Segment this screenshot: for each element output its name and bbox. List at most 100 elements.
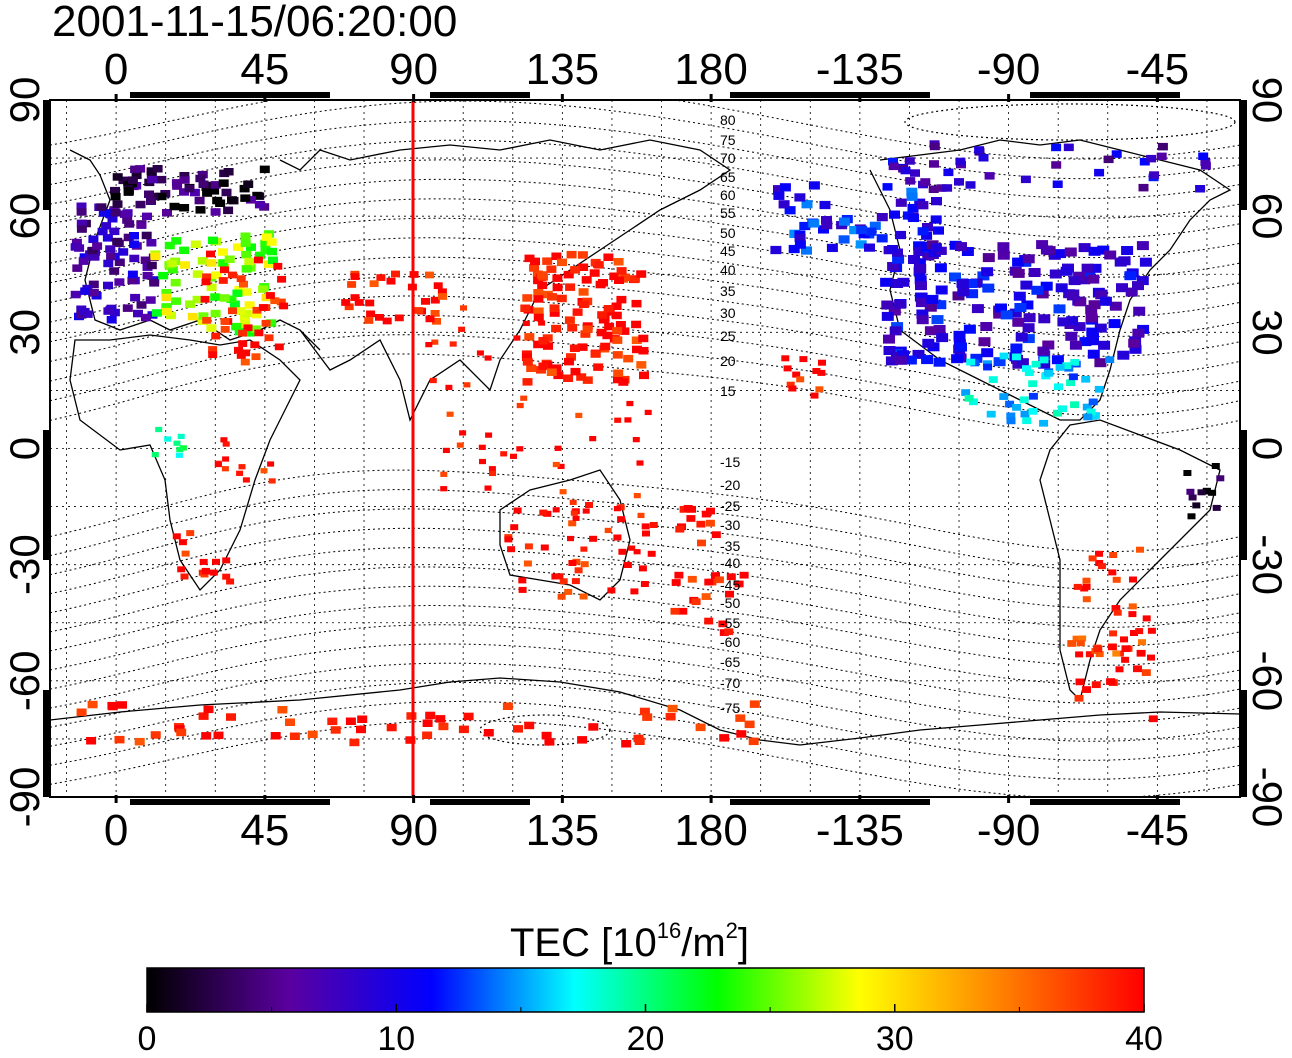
tec-patch xyxy=(507,546,516,553)
tec-patch xyxy=(1188,494,1197,501)
tec-patch xyxy=(1012,404,1022,411)
tec-patch xyxy=(1012,257,1025,267)
tec-patch xyxy=(260,239,271,248)
tec-patch xyxy=(429,377,437,384)
tec-patch xyxy=(889,210,900,219)
tec-patch xyxy=(570,266,581,274)
tec-patch xyxy=(779,183,791,192)
tec-patch xyxy=(581,276,592,284)
tec-patch xyxy=(522,294,533,302)
tec-patch xyxy=(916,315,929,325)
tec-patch xyxy=(218,179,229,187)
tec-patch xyxy=(615,321,626,329)
tec-patch xyxy=(1055,364,1065,371)
tec-patch xyxy=(640,581,649,587)
tec-patch xyxy=(279,302,289,310)
tec-patch xyxy=(440,471,448,477)
tec-patch xyxy=(1091,681,1101,689)
tec-patch xyxy=(307,730,318,739)
tec-patch xyxy=(963,324,976,334)
tec-patch xyxy=(240,358,250,366)
tec-patch xyxy=(691,598,701,606)
tec-patch xyxy=(1068,276,1081,286)
tec-patch xyxy=(202,189,213,197)
tec-patch xyxy=(634,737,645,745)
tec-patch xyxy=(1109,630,1118,637)
tec-patch xyxy=(174,724,185,733)
tec-patch xyxy=(166,311,176,320)
tec-patch xyxy=(537,281,548,290)
tec-patch xyxy=(876,213,888,222)
tec-patch xyxy=(631,336,642,344)
tec-patch xyxy=(576,373,587,381)
tec-patch xyxy=(218,277,228,284)
tec-patch xyxy=(1011,353,1021,361)
tec-patch xyxy=(1133,665,1142,673)
tec-patch xyxy=(965,279,978,288)
tec-patch xyxy=(603,305,614,313)
lat-tick-left: 90 xyxy=(1,77,48,124)
tec-patch xyxy=(76,708,87,716)
tec-patch xyxy=(696,520,706,528)
tec-patch xyxy=(79,253,90,261)
tec-patch xyxy=(613,506,621,512)
tec-patch xyxy=(858,230,870,239)
tec-patch xyxy=(156,192,167,201)
tec-patch xyxy=(425,711,436,720)
tec-patch xyxy=(1088,555,1097,562)
tec-patch xyxy=(876,234,888,243)
tec-patch xyxy=(612,327,623,335)
lon-tick-top: -135 xyxy=(816,45,904,94)
tec-patch xyxy=(1095,651,1104,658)
tec-patch xyxy=(114,735,125,744)
tec-patch xyxy=(955,242,967,252)
tec-patch xyxy=(210,181,221,189)
tec-patch xyxy=(544,738,555,746)
tec-patch xyxy=(227,196,237,204)
tec-patch xyxy=(201,278,211,286)
tec-patch xyxy=(276,298,286,306)
tec-patch xyxy=(993,309,1006,319)
tec-patch xyxy=(254,200,265,209)
tec-patch xyxy=(980,322,993,331)
tec-patch xyxy=(593,363,604,371)
tec-patch xyxy=(1108,569,1117,576)
tec-patch xyxy=(192,295,203,304)
tec-patch xyxy=(134,737,145,746)
tec-patch xyxy=(1070,359,1080,366)
tec-patch xyxy=(261,319,271,327)
tec-patch xyxy=(1095,560,1104,566)
tec-patch xyxy=(241,288,251,296)
tec-patch xyxy=(706,507,715,515)
tec-patch xyxy=(808,181,820,190)
tec-patch xyxy=(114,278,125,286)
tec-patch xyxy=(88,288,99,297)
tec-patch xyxy=(260,468,268,474)
tec-patch xyxy=(564,588,573,595)
tec-patch xyxy=(202,317,212,324)
tec-patch xyxy=(549,304,560,312)
contour-label: -15 xyxy=(720,454,740,470)
tec-patch xyxy=(1022,254,1035,264)
tec-patch xyxy=(172,533,181,540)
tec-patch xyxy=(556,294,567,303)
tec-patch xyxy=(172,182,183,190)
contour-label: 70 xyxy=(720,150,736,166)
tec-patch xyxy=(794,240,806,249)
tec-patch xyxy=(908,213,920,223)
tec-patch xyxy=(1022,323,1035,333)
tec-patch xyxy=(145,296,156,304)
tec-patch xyxy=(350,294,360,301)
tec-patch xyxy=(228,307,237,315)
tec-patch xyxy=(127,276,138,285)
tec-patch xyxy=(222,441,230,447)
tec-patch xyxy=(88,235,99,243)
tec-patch xyxy=(189,188,200,197)
tec-patch xyxy=(136,301,147,309)
contour-line xyxy=(50,681,1240,761)
tec-patch xyxy=(161,289,172,297)
tec-patch xyxy=(1054,383,1063,391)
tec-patch xyxy=(463,712,474,721)
tec-patch xyxy=(435,715,446,723)
tec-patch xyxy=(226,295,237,303)
